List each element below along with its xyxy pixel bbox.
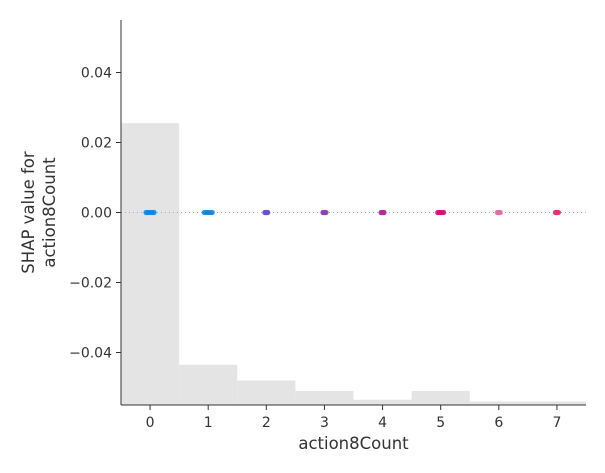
data-point-1: [201, 209, 215, 216]
data-point-5: [435, 209, 447, 216]
data-point-3: [320, 209, 329, 216]
x-tick-label-4: 4: [378, 415, 387, 431]
data-point-6: [494, 209, 503, 216]
x-axis-ticks: 0 1 2 3 4 5 6 7: [146, 405, 561, 431]
y-tick-label-4: 0.04: [81, 66, 112, 82]
data-point-2: [262, 209, 271, 216]
x-tick-label-6: 6: [494, 415, 503, 431]
x-tick-label-0: 0: [146, 415, 155, 431]
y-tick-label-0: −0.04: [69, 346, 112, 362]
histogram-bar-6: [469, 401, 586, 405]
y-tick-label-2: 0.00: [81, 206, 112, 222]
histogram-bar-4: [353, 399, 412, 405]
data-point-7: [552, 209, 562, 216]
histogram-bar-1: [179, 364, 238, 405]
x-tick-label-2: 2: [262, 415, 271, 431]
data-point-0: [143, 209, 157, 216]
y-axis-ticks: −0.04 −0.02 0.00 0.02 0.04: [69, 66, 121, 362]
x-tick-label-7: 7: [552, 415, 561, 431]
data-points: [143, 209, 562, 216]
y-tick-label-3: 0.02: [81, 136, 112, 152]
x-tick-label-3: 3: [320, 415, 329, 431]
y-axis-label-line-2: action8Count: [40, 157, 59, 268]
y-tick-label-1: −0.02: [69, 276, 112, 292]
histogram-bar-2: [237, 380, 296, 405]
histogram-bar-3: [295, 391, 354, 405]
histogram-bar-0: [121, 123, 180, 405]
x-tick-label-1: 1: [204, 415, 213, 431]
histogram-bar-5: [411, 391, 470, 405]
y-axis-label-line-1: SHAP value for: [19, 151, 38, 274]
x-tick-label-5: 5: [436, 415, 445, 431]
data-point-4: [378, 209, 387, 216]
x-axis-label: action8Count: [298, 434, 409, 453]
feature-histogram: [121, 123, 586, 405]
